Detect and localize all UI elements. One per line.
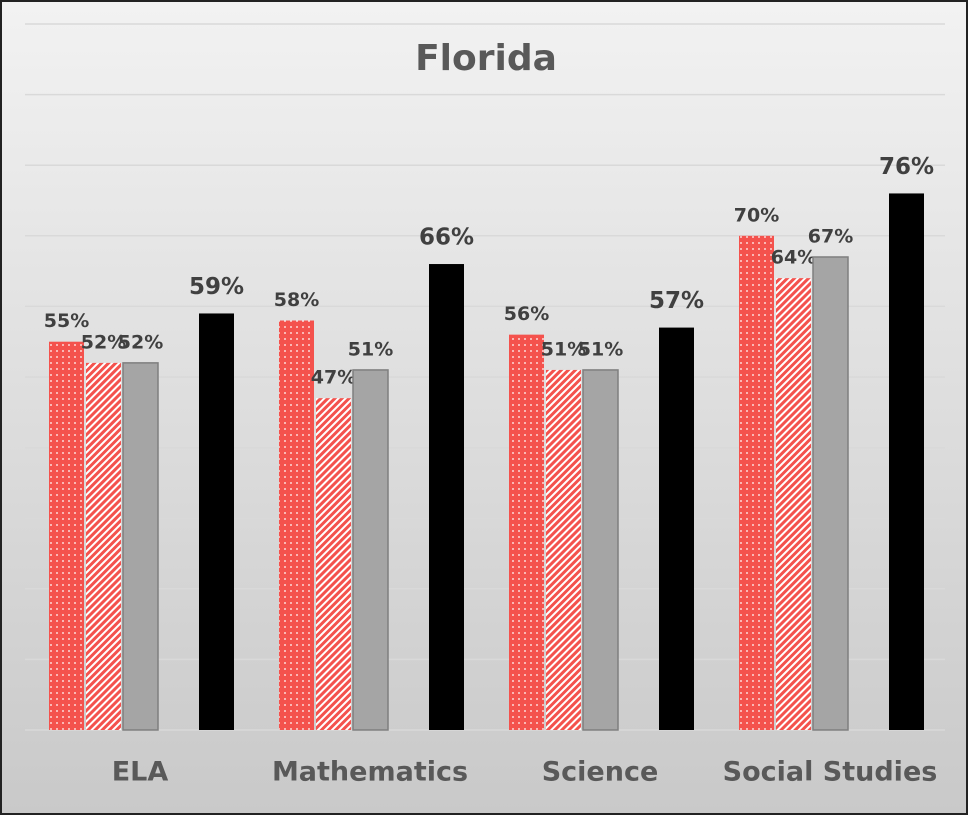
data-label: 55% [44, 310, 89, 332]
bar [546, 369, 581, 730]
bar [429, 264, 464, 730]
data-label: 47% [311, 367, 356, 389]
bar [582, 369, 619, 731]
bar [739, 235, 774, 731]
chart-title: Florida [415, 38, 557, 79]
bar [279, 320, 314, 730]
x-tick-label: Mathematics [272, 757, 468, 788]
bar [509, 334, 544, 730]
bar [889, 193, 924, 730]
data-label: 70% [734, 204, 779, 226]
data-label: 58% [274, 289, 319, 311]
data-label: 51% [578, 338, 623, 360]
data-label: 51% [348, 338, 393, 360]
x-tick-label: Science [542, 757, 659, 788]
data-label: 57% [649, 288, 704, 314]
data-label: 56% [504, 303, 549, 325]
data-label: 64% [771, 247, 816, 269]
bar [86, 362, 121, 730]
bar [812, 256, 849, 731]
x-tick-label: Social Studies [723, 757, 938, 788]
data-label: 76% [879, 154, 934, 180]
bar [659, 327, 694, 730]
bar [352, 369, 389, 731]
bar [316, 398, 351, 730]
bar [122, 362, 159, 731]
bar [776, 278, 811, 730]
data-label: 51% [541, 338, 586, 360]
bar [49, 341, 84, 730]
data-label: 52% [118, 331, 163, 353]
bar [199, 313, 234, 730]
data-label: 59% [189, 274, 244, 300]
x-tick-label: ELA [112, 757, 169, 788]
data-label: 52% [81, 331, 126, 353]
data-label: 67% [808, 225, 853, 247]
data-label: 66% [419, 225, 474, 251]
